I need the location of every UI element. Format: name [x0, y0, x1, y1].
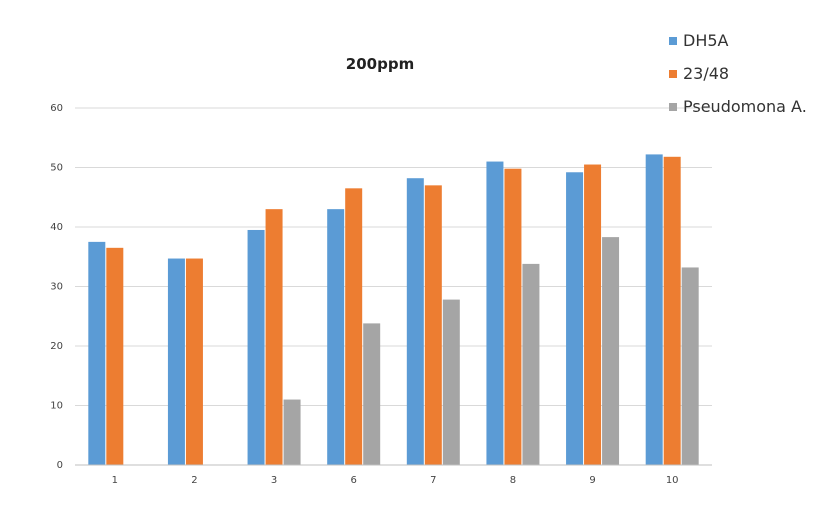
bar-pseudomona-a-6 — [363, 323, 381, 465]
bar-pseudomona-a-9 — [602, 237, 620, 465]
bar-dh5a-7 — [406, 178, 424, 465]
bar-23-48-6 — [345, 188, 363, 465]
bar-pseudomona-a-7 — [442, 299, 460, 465]
bar-dh5a-10 — [645, 154, 663, 465]
bar-23-48-3 — [265, 209, 283, 465]
legend-label-pseudomona-a: Pseudomona A. — [683, 97, 807, 116]
bar-dh5a-8 — [486, 161, 504, 466]
y-tick-label: 50 — [50, 163, 63, 174]
x-tick-label: 8 — [510, 475, 516, 486]
y-tick-label: 40 — [50, 222, 63, 233]
y-axis-ticks: 0 10 20 30 40 50 60 — [50, 103, 63, 471]
bar-23-48-7 — [424, 185, 442, 465]
bar-dh5a-2 — [167, 258, 185, 465]
x-tick-label: 7 — [430, 475, 436, 486]
x-tick-label: 10 — [666, 475, 679, 486]
y-tick-label: 20 — [50, 341, 63, 352]
bar-23-48-8 — [504, 168, 522, 465]
legend-label-23-48: 23/48 — [683, 64, 729, 83]
bar-23-48-1 — [106, 247, 124, 465]
bar-pseudomona-a-10 — [681, 267, 699, 465]
x-tick-label: 9 — [589, 475, 595, 486]
legend: DH5A 23/48 Pseudomona A. — [669, 31, 807, 116]
chart-title: 200ppm — [346, 55, 414, 73]
bar-dh5a-6 — [327, 209, 345, 465]
x-tick-label: 2 — [191, 475, 197, 486]
bar-23-48-2 — [185, 258, 203, 465]
bar-23-48-9 — [584, 164, 602, 465]
legend-swatch-23-48 — [669, 70, 677, 78]
bar-pseudomona-a-3 — [283, 399, 301, 465]
bar-dh5a-1 — [88, 241, 106, 465]
legend-label-dh5a: DH5A — [683, 31, 729, 50]
y-tick-label: 0 — [57, 460, 63, 471]
x-axis-ticks: 1 2 3 6 7 8 9 10 — [112, 475, 679, 486]
y-tick-label: 60 — [50, 103, 63, 114]
x-tick-label: 1 — [112, 475, 118, 486]
bar-dh5a-3 — [247, 229, 265, 465]
bar-pseudomona-a-8 — [522, 263, 540, 465]
bar-dh5a-9 — [566, 172, 584, 465]
x-tick-label: 6 — [351, 475, 357, 486]
legend-swatch-dh5a — [669, 37, 677, 45]
legend-swatch-pseudomona-a — [669, 103, 677, 111]
bars — [88, 154, 699, 466]
x-tick-label: 3 — [271, 475, 277, 486]
y-tick-label: 10 — [50, 401, 63, 412]
y-tick-label: 30 — [50, 282, 63, 293]
bar-23-48-10 — [663, 156, 681, 466]
